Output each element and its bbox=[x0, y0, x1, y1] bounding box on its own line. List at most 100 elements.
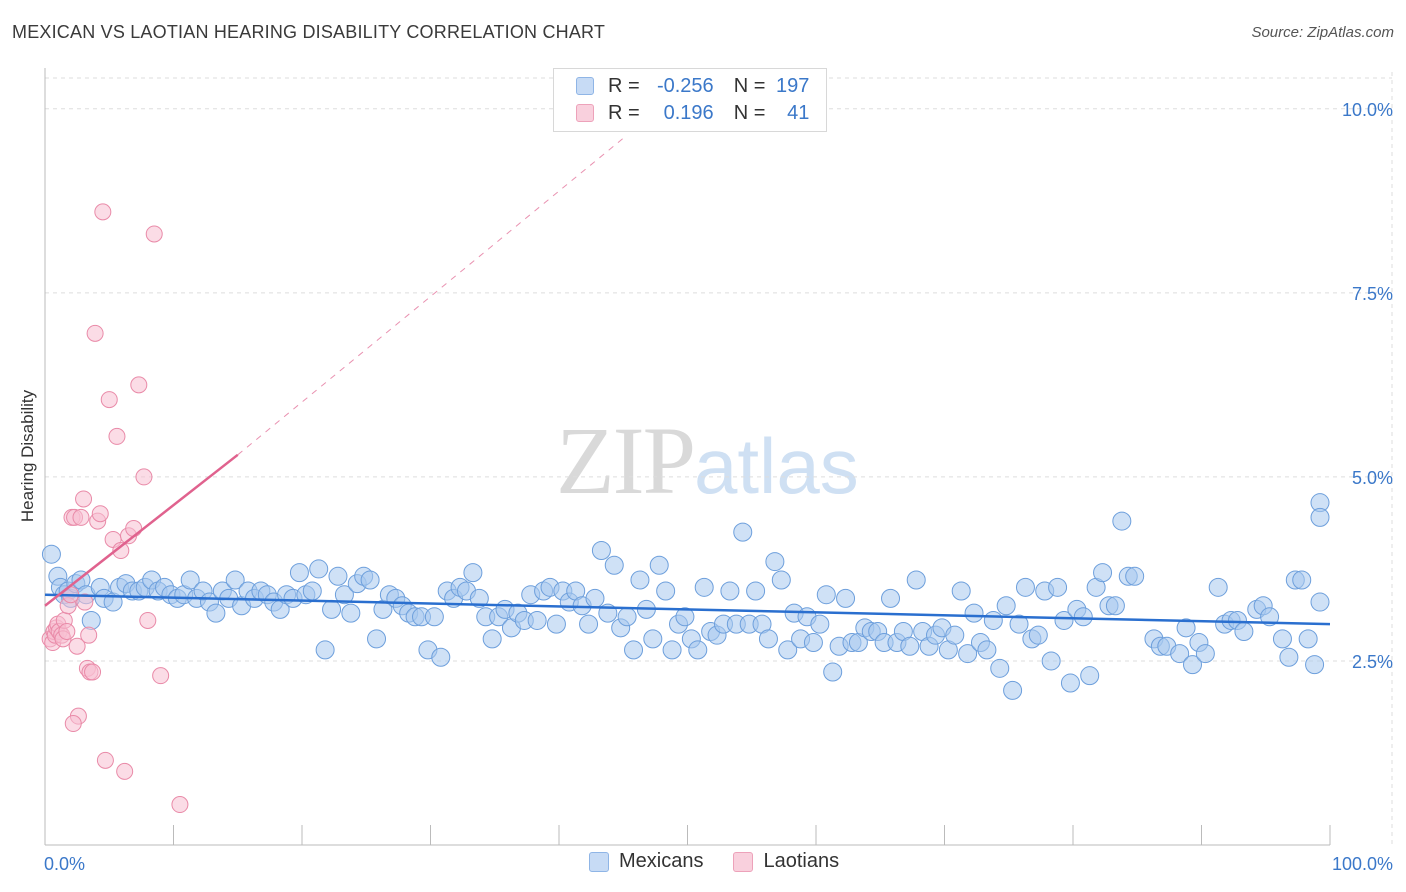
mexicans-point bbox=[328, 566, 348, 586]
laotians-points bbox=[41, 203, 189, 814]
mexicans-point bbox=[1080, 666, 1100, 686]
laotians-point bbox=[75, 490, 93, 508]
mexicans-swatch bbox=[576, 77, 594, 95]
mexicans-point bbox=[906, 570, 926, 590]
laotians-point bbox=[72, 508, 90, 526]
laotians-point bbox=[171, 796, 189, 814]
mexicans-point bbox=[630, 570, 650, 590]
n-label: N = bbox=[733, 101, 766, 124]
mexicans-point bbox=[1105, 596, 1125, 616]
y-tick-label: 10.0% bbox=[1342, 100, 1393, 120]
laotians-point bbox=[84, 663, 102, 681]
mexicans-trend-line bbox=[44, 593, 1331, 626]
y-tick-label: 2.5% bbox=[1352, 652, 1393, 672]
laotians-point bbox=[76, 593, 94, 611]
mexicans-point bbox=[836, 588, 856, 608]
x-tick-label: 0.0% bbox=[44, 854, 85, 874]
laotians-point bbox=[58, 623, 76, 641]
legend-label-laotians: Laotians bbox=[763, 850, 840, 872]
laotians-point bbox=[130, 376, 148, 394]
laotians-point bbox=[96, 751, 114, 769]
r-value: 0.196 bbox=[663, 101, 714, 124]
mexicans-point bbox=[746, 581, 766, 601]
mexicans-point bbox=[1028, 625, 1048, 645]
mexicans-point bbox=[1009, 614, 1029, 634]
mexicans-point bbox=[591, 541, 611, 561]
mexicans-point bbox=[996, 596, 1016, 616]
mexicans-point bbox=[1234, 622, 1254, 642]
mexicans-point bbox=[803, 633, 823, 653]
legend-item-mexicans[interactable]: Mexicans bbox=[589, 850, 703, 873]
mexicans-point bbox=[604, 555, 624, 575]
mexicans-point bbox=[617, 607, 637, 627]
laotians-point bbox=[86, 324, 104, 342]
mexicans-point bbox=[1048, 577, 1068, 597]
mexicans-point bbox=[482, 629, 502, 649]
mexicans-point bbox=[675, 607, 695, 627]
mexicans-point bbox=[1003, 680, 1023, 700]
mexicans-point bbox=[424, 607, 444, 627]
mexicans-point bbox=[1060, 673, 1080, 693]
n-label: N = bbox=[733, 74, 766, 97]
mexicans-point bbox=[1292, 570, 1312, 590]
mexicans-point bbox=[720, 581, 740, 601]
mexicans-point bbox=[322, 599, 342, 619]
mexicans-point bbox=[649, 555, 669, 575]
n-value: 197 bbox=[776, 74, 810, 97]
chart-title: MEXICAN VS LAOTIAN HEARING DISABILITY CO… bbox=[12, 22, 606, 42]
mexicans-point bbox=[1310, 507, 1330, 527]
axes bbox=[44, 68, 1331, 846]
mexicans-point bbox=[315, 640, 335, 660]
x-tick-label: 100.0% bbox=[1332, 854, 1393, 874]
mexicans-point bbox=[585, 588, 605, 608]
mexicans-point bbox=[1054, 610, 1074, 630]
mexicans-point bbox=[180, 570, 200, 590]
mexicans-point bbox=[758, 629, 778, 649]
grid bbox=[45, 72, 1393, 845]
mexicans-point bbox=[527, 610, 547, 630]
mexicans-point bbox=[810, 614, 830, 634]
mexicans-point bbox=[1073, 607, 1093, 627]
mexicans-point bbox=[983, 610, 1003, 630]
laotians-swatch bbox=[733, 851, 754, 872]
source-label: Source: ZipAtlas.com bbox=[1251, 24, 1394, 41]
mexicans-point bbox=[778, 640, 798, 660]
mexicans-point bbox=[1112, 511, 1132, 531]
mexicans-point bbox=[463, 563, 483, 583]
mexicans-point bbox=[1298, 629, 1318, 649]
laotians-point bbox=[145, 225, 163, 243]
mexicans-point bbox=[1170, 644, 1190, 664]
mexicans-point bbox=[1125, 566, 1145, 586]
mexicans-point bbox=[309, 559, 329, 579]
mexicans-point bbox=[945, 625, 965, 645]
mexicans-point bbox=[546, 614, 566, 634]
mexicans-point bbox=[1015, 577, 1035, 597]
mexicans-point bbox=[656, 581, 676, 601]
mexicans-point bbox=[341, 603, 361, 623]
mexicans-point bbox=[1305, 655, 1325, 675]
mexicans-point bbox=[624, 640, 644, 660]
legend-label-mexicans: Mexicans bbox=[619, 850, 704, 872]
mexicans-point bbox=[881, 588, 901, 608]
legend-item-laotians[interactable]: Laotians bbox=[733, 850, 839, 873]
mexicans-point bbox=[1041, 651, 1061, 671]
mexicans-point bbox=[823, 662, 843, 682]
mexicans-point bbox=[206, 603, 226, 623]
n-value: 41 bbox=[787, 101, 810, 124]
laotians-point bbox=[64, 715, 82, 733]
mexicans-point bbox=[765, 552, 785, 572]
y-tick-label: 7.5% bbox=[1352, 284, 1393, 304]
laotians-point bbox=[112, 542, 130, 560]
laotians-point bbox=[139, 611, 157, 629]
mexicans-point bbox=[1183, 655, 1203, 675]
r-label: R = bbox=[608, 74, 640, 97]
laotians-point bbox=[100, 391, 118, 409]
laotians-point bbox=[135, 468, 153, 486]
laotians-trend-line bbox=[44, 453, 239, 607]
mexicans-point bbox=[1260, 607, 1280, 627]
r-label: R = bbox=[608, 101, 640, 124]
laotians-point bbox=[116, 762, 134, 780]
watermark-atlas: atlas bbox=[694, 422, 859, 510]
laotians-point bbox=[152, 667, 170, 685]
